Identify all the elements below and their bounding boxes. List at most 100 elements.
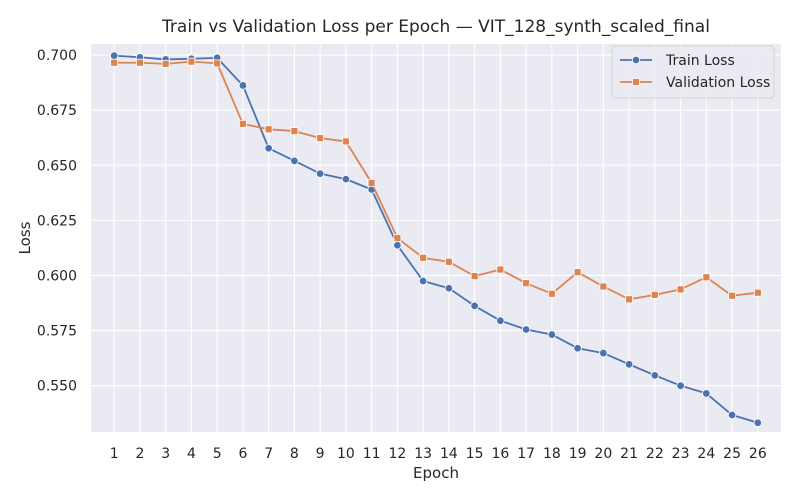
legend-marker (631, 55, 641, 65)
chart-title: Train vs Validation Loss per Epoch — VIT… (161, 17, 710, 37)
x-tick-label: 5 (213, 446, 222, 462)
series-line (114, 54, 759, 424)
x-tick-label: 19 (569, 446, 587, 462)
data-point (393, 234, 402, 242)
x-tick-label: 21 (620, 446, 638, 462)
x-tick-label: 9 (316, 446, 325, 462)
data-point (136, 58, 144, 67)
data-point (573, 268, 582, 277)
data-point (239, 119, 247, 128)
data-point (470, 301, 479, 311)
x-tick-label: 11 (363, 446, 381, 462)
y-tick-label: 0.575 (37, 324, 77, 340)
x-tick-label: 12 (388, 446, 406, 462)
data-point (419, 253, 428, 262)
x-tick-label: 25 (723, 446, 741, 462)
legend: Train Loss Validation Loss (611, 45, 775, 99)
data-point (238, 81, 248, 90)
legend-label: Validation Loss (666, 75, 770, 91)
x-tick-label: 13 (414, 446, 432, 462)
data-point (110, 58, 119, 67)
grid (91, 44, 781, 432)
x-tick-label: 3 (161, 446, 170, 462)
data-point (109, 51, 119, 60)
series (109, 51, 763, 427)
data-point (341, 174, 351, 184)
x-tick-label: 26 (749, 446, 767, 462)
x-tick-label: 17 (517, 446, 535, 462)
y-tick-label: 0.675 (37, 103, 77, 119)
x-tick-label: 24 (697, 446, 715, 462)
tick-labels: 1 2 3 4 5 6 7 8 9 10 11 12 13 14 15 16 17 18 19 20 21 22 23 24 2… (37, 48, 767, 462)
data-point (727, 410, 737, 420)
data-point (444, 284, 454, 293)
data-point (341, 137, 350, 146)
y-tick-label: 0.550 (37, 379, 77, 395)
data-point (290, 127, 299, 135)
data-point (470, 272, 479, 281)
y-tick-label: 0.700 (37, 48, 77, 64)
legend-label: Train Loss (665, 53, 735, 69)
data-point (264, 125, 273, 134)
data-point (444, 257, 453, 266)
x-tick-label: 15 (466, 446, 484, 462)
x-tick-label: 8 (290, 446, 299, 462)
data-point (702, 389, 711, 398)
data-point (676, 285, 685, 294)
legend-box (611, 45, 775, 99)
data-point (316, 134, 325, 143)
data-point (213, 59, 222, 68)
data-point (573, 344, 582, 353)
data-point (650, 371, 660, 380)
data-point (753, 418, 763, 427)
legend-item: Validation Loss (620, 75, 770, 91)
x-tick-label: 20 (594, 446, 612, 462)
data-point (418, 276, 428, 286)
x-tick-label: 10 (337, 446, 355, 462)
legend-marker (632, 78, 640, 86)
x-tick-label: 6 (238, 446, 247, 462)
data-point (367, 178, 376, 187)
data-point (625, 295, 633, 304)
data-point (161, 59, 170, 68)
data-point (728, 291, 736, 300)
series-train-loss (109, 51, 763, 427)
x-tick-label: 18 (543, 446, 561, 462)
x-tick-label: 4 (187, 446, 196, 462)
x-tick-label: 23 (672, 446, 690, 462)
data-point (290, 156, 299, 166)
x-tick-label: 14 (440, 446, 458, 462)
series-validation-loss (110, 57, 762, 304)
data-point (624, 360, 634, 369)
data-point (496, 265, 505, 274)
x-tick-label: 7 (264, 446, 273, 462)
data-point (187, 57, 196, 66)
series-line (114, 60, 758, 301)
data-point (753, 288, 762, 297)
x-axis-label: Epoch (413, 464, 459, 482)
data-point (702, 273, 711, 282)
data-point (599, 282, 608, 291)
y-axis-label: Loss (16, 221, 34, 254)
data-point (547, 289, 556, 298)
data-point (547, 330, 557, 339)
data-point (599, 348, 608, 358)
plot-area (91, 44, 781, 432)
data-point (522, 279, 531, 288)
x-tick-label: 22 (646, 446, 664, 462)
legend-item: Train Loss (620, 53, 735, 69)
data-point (676, 381, 685, 390)
data-point (264, 144, 273, 153)
data-point (650, 290, 659, 299)
x-tick-label: 16 (491, 446, 509, 462)
data-point (315, 169, 325, 178)
y-tick-label: 0.650 (37, 158, 77, 174)
data-point (496, 316, 505, 325)
y-tick-label: 0.600 (37, 268, 77, 284)
data-point (393, 241, 402, 250)
y-tick-label: 0.625 (37, 213, 77, 229)
x-tick-label: 1 (110, 446, 119, 462)
x-tick-label: 2 (135, 446, 144, 462)
data-point (521, 325, 531, 334)
